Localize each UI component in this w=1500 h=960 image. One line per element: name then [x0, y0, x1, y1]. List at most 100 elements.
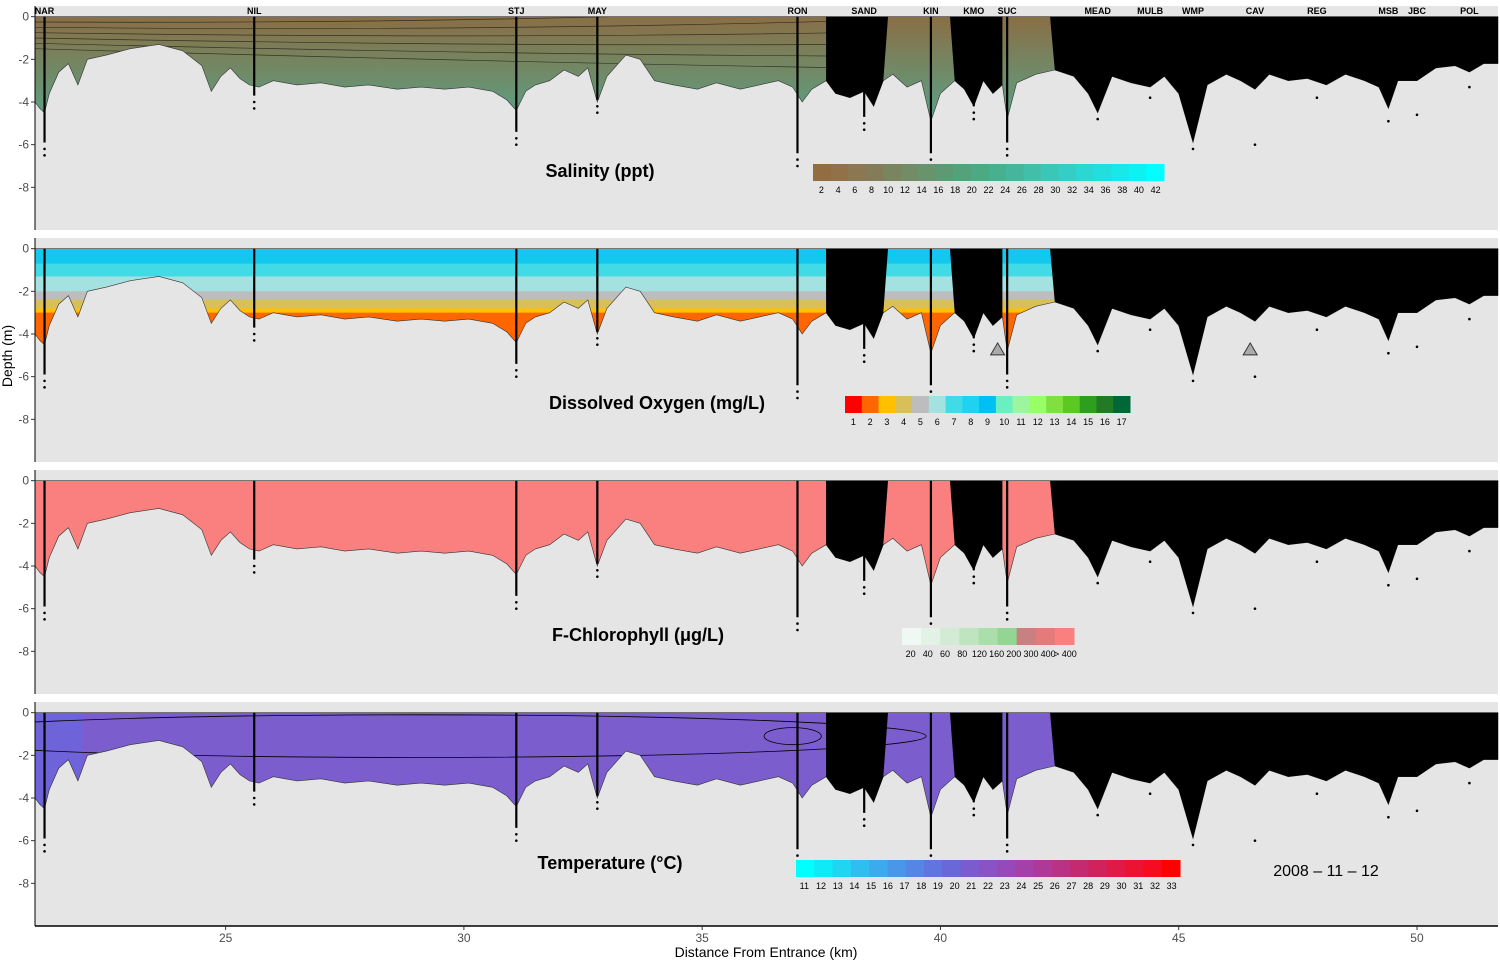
station-depth-dot	[862, 128, 866, 132]
legend-swatch	[1016, 628, 1037, 645]
legend-swatch	[953, 164, 972, 181]
legend-swatch	[924, 860, 943, 877]
legend-label: 1	[851, 417, 856, 427]
panel-title: Temperature (°C)	[538, 853, 683, 873]
legend-swatch	[1062, 396, 1081, 413]
legend-label: 22	[983, 881, 993, 891]
legend-swatch	[995, 396, 1014, 413]
legend-label: 12	[1033, 417, 1043, 427]
station-depth-dot	[1253, 839, 1257, 842]
legend-label: 24	[1000, 185, 1010, 195]
station-depth-dot	[1387, 351, 1390, 355]
no-data-region	[826, 712, 889, 803]
station-depth-dot	[1096, 813, 1100, 817]
station-depth-dot	[515, 136, 518, 140]
legend-label: 25	[1033, 881, 1043, 891]
legend-swatch	[978, 860, 998, 877]
legend-label: 27	[1066, 881, 1076, 891]
station-depth-dot	[972, 343, 976, 346]
legend-label: 34	[1084, 185, 1094, 195]
station-label: NAR	[35, 6, 55, 16]
legend-label: 15	[1083, 417, 1093, 427]
legend-label: 16	[883, 881, 893, 891]
legend-label: 18	[950, 185, 960, 195]
no-data-region	[1050, 480, 1498, 607]
legend-swatch	[960, 860, 980, 877]
station-depth-dot	[972, 807, 976, 810]
station-label: NIL	[247, 6, 262, 16]
legend-label: 20	[906, 649, 916, 659]
panel-title: Dissolved Oxygen (mg/L)	[549, 393, 765, 413]
legend-label: 5	[918, 417, 923, 427]
legend-label: 31	[1133, 881, 1143, 891]
station-depth-dot	[1191, 379, 1195, 383]
legend-label: 29	[1100, 881, 1110, 891]
panel-3: 0 -2 -4 -6 -8 F-Chlorophyll (μg/L) 20 40 60 80 120…	[18, 470, 1499, 694]
panel-1: 0 -2 -4 -6 -8 NAR NIL STJ MAY RON SAND KIN KMO SUC MEA…	[18, 6, 1499, 230]
legend-swatch	[1029, 396, 1047, 413]
station-depth-dot	[252, 571, 256, 574]
legend-swatch	[940, 628, 960, 645]
salinity-contour	[35, 32, 846, 37]
station-depth-dot	[1468, 85, 1471, 89]
station-depth-dot	[596, 336, 599, 340]
station-depth-dot	[862, 354, 866, 357]
legend-label: 23	[1000, 881, 1010, 891]
station-depth-dot	[1468, 317, 1471, 321]
station-depth-dot	[1415, 809, 1419, 813]
legend-label: 14	[849, 881, 859, 891]
station-depth-dot	[929, 390, 933, 393]
legend-swatch	[942, 860, 962, 877]
y-tick-label: 0	[22, 706, 29, 720]
y-tick-label: -2	[18, 52, 29, 66]
station-depth-dot	[972, 111, 976, 114]
station-label: WMP	[1182, 6, 1204, 16]
legend-label: 11	[1016, 417, 1025, 427]
legend-swatch	[962, 396, 980, 413]
station-depth-dot	[1005, 618, 1009, 621]
legend-label: 26	[1050, 881, 1060, 891]
legend-swatch	[1125, 860, 1144, 877]
legend-swatch	[895, 396, 913, 413]
legend-label: 60	[940, 649, 950, 659]
legend-swatch	[850, 860, 870, 877]
station-depth-dot	[596, 568, 599, 572]
temperature-contour	[35, 714, 927, 758]
panel-title: Salinity (ppt)	[546, 161, 655, 181]
salinity-contour	[35, 20, 846, 29]
station-depth-dot	[1415, 345, 1419, 349]
station-depth-dot	[515, 368, 518, 372]
legend-swatch	[832, 860, 852, 877]
station-depth-dot	[252, 100, 256, 104]
station-depth-dot	[43, 379, 46, 383]
legend-label: 21	[966, 881, 976, 891]
station-depth-dot	[1191, 611, 1195, 615]
station-label: MEAD	[1084, 6, 1111, 16]
legend-swatch	[988, 164, 1007, 181]
no-data-region	[949, 16, 1003, 107]
station-depth-dot	[796, 164, 799, 168]
legend-swatch	[918, 164, 937, 181]
legend-swatch	[1161, 860, 1181, 877]
station-label: KIN	[923, 6, 939, 16]
station-label: MULB	[1137, 6, 1163, 16]
legend-label: 14	[917, 185, 927, 195]
station-depth-dot	[596, 575, 599, 578]
station-label: CAV	[1246, 6, 1264, 16]
station-depth-dot	[796, 396, 799, 400]
legend-label: 16	[1100, 417, 1110, 427]
legend-swatch	[1096, 396, 1114, 413]
x-tick-label: 35	[695, 931, 709, 945]
station-depth-dot	[972, 575, 976, 578]
station-depth-dot	[515, 143, 518, 146]
legend-label: 160	[989, 649, 1004, 659]
legend-label: 4	[836, 185, 841, 195]
legend-label: 42	[1151, 185, 1161, 195]
legend-label: 8	[968, 417, 973, 427]
station-depth-dot	[43, 386, 46, 389]
legend-label: 26	[1017, 185, 1027, 195]
legend-swatch	[878, 396, 896, 413]
legend-swatch	[1058, 164, 1077, 181]
station-depth-dot	[862, 586, 866, 589]
station-depth-dot	[1415, 577, 1419, 581]
